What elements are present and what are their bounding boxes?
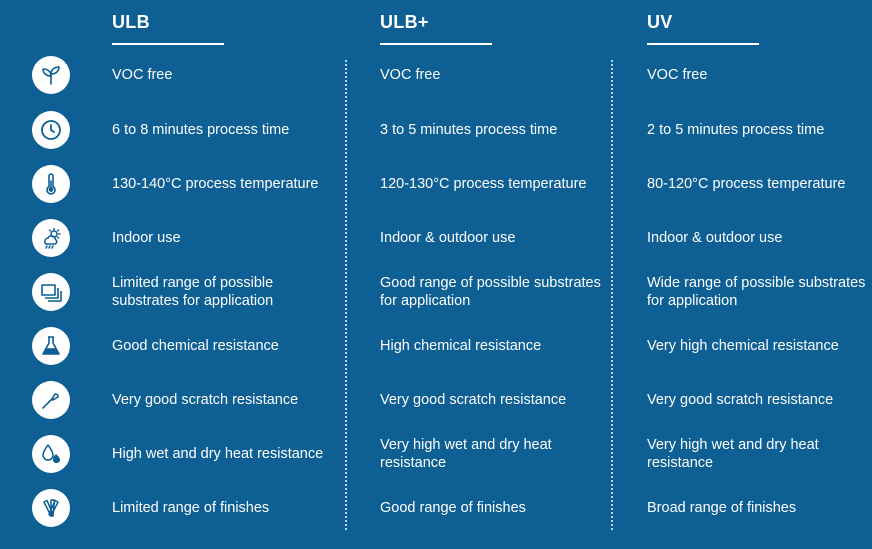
swatches-icon (32, 489, 70, 527)
flask-icon (32, 327, 70, 365)
column-header-ulb-plus: ULB+ (380, 12, 492, 45)
comparison-row: 130-140°C process temperature 120-130°C … (0, 157, 872, 211)
leaves-icon (32, 56, 70, 94)
ulb-plus-cell: VOC free (380, 67, 441, 83)
scalpel-icon (32, 381, 70, 419)
ulb-cell: Very good scratch resistance (112, 392, 299, 408)
ulb-cell: Indoor use (112, 230, 181, 246)
column-header-ulb: ULB (112, 12, 224, 45)
comparison-row: 6 to 8 minutes process time 3 to 5 minut… (0, 103, 872, 157)
drop-flame-icon (32, 435, 70, 473)
thermometer-icon (32, 165, 70, 203)
ulb-plus-cell: Good range of finishes (380, 500, 526, 516)
uv-cell: Very high wet and dry heat resistance (647, 437, 819, 471)
comparison-row: Indoor use Indoor & outdoor use Indoor &… (0, 211, 872, 265)
uv-cell: Very high chemical resistance (647, 338, 839, 354)
comparison-row: Good chemical resistance High chemical r… (0, 319, 872, 373)
ulb-plus-cell: 3 to 5 minutes process time (380, 122, 558, 138)
ulb-cell: 130-140°C process temperature (112, 176, 319, 192)
ulb-plus-cell: High chemical resistance (380, 338, 542, 354)
uv-cell: VOC free (647, 67, 708, 83)
substrates-icon (32, 273, 70, 311)
ulb-cell: 6 to 8 minutes process time (112, 122, 290, 138)
ulb-cell: High wet and dry heat resistance (112, 446, 324, 462)
comparison-row: High wet and dry heat resistance Very hi… (0, 427, 872, 481)
comparison-row: Limited range of possible substrates for… (0, 265, 872, 319)
uv-cell: Very good scratch resistance (647, 392, 834, 408)
uv-cell: 2 to 5 minutes process time (647, 122, 825, 138)
uv-cell: 80-120°C process temperature (647, 176, 846, 192)
uv-cell: Broad range of finishes (647, 500, 797, 516)
uv-cell: Wide range of possible substrates for ap… (647, 275, 866, 309)
uv-cell: Indoor & outdoor use (647, 230, 783, 246)
header-underline (112, 43, 224, 45)
ulb-cell: VOC free (112, 67, 173, 83)
header-underline (647, 43, 759, 45)
header-underline (380, 43, 492, 45)
column-divider (345, 60, 347, 530)
column-divider (611, 60, 613, 530)
ulb-plus-cell: Very high wet and dry heat resistance (380, 437, 552, 471)
comparison-row: Limited range of finishes Good range of … (0, 481, 872, 535)
column-header-label: ULB (112, 12, 150, 32)
ulb-plus-cell: Indoor & outdoor use (380, 230, 516, 246)
clock-icon (32, 111, 70, 149)
ulb-cell: Limited range of finishes (112, 500, 270, 516)
ulb-plus-cell: Good range of possible substrates for ap… (380, 275, 601, 309)
column-header-label: UV (647, 12, 673, 32)
ulb-plus-cell: 120-130°C process temperature (380, 176, 587, 192)
ulb-plus-cell: Very good scratch resistance (380, 392, 567, 408)
column-header-uv: UV (647, 12, 759, 45)
ulb-cell: Limited range of possible substrates for… (112, 275, 274, 309)
comparison-row: Very good scratch resistance Very good s… (0, 373, 872, 427)
comparison-row: VOC free VOC free VOC free (0, 48, 872, 102)
ulb-cell: Good chemical resistance (112, 338, 279, 354)
column-header-label: ULB+ (380, 12, 429, 32)
weather-icon (32, 219, 70, 257)
